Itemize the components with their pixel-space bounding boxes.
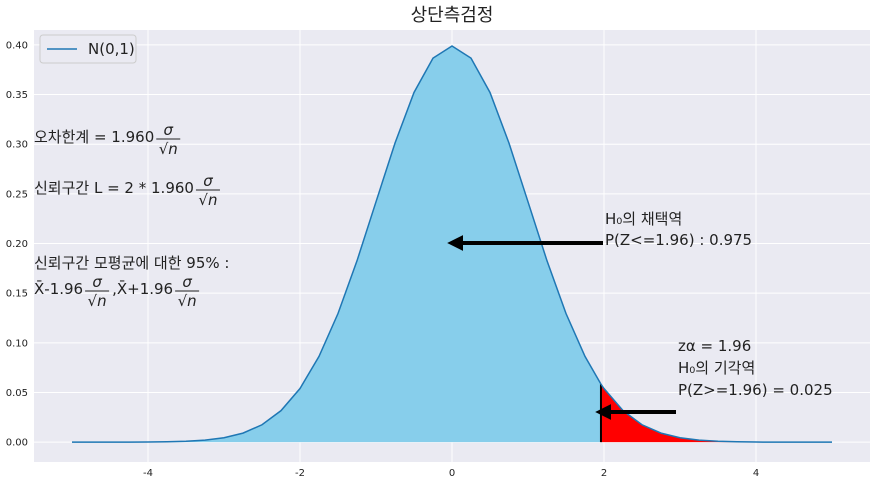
annotation: 오차한계 = 1.960 bbox=[34, 128, 154, 146]
y-tick-label: 0.00 bbox=[6, 438, 28, 449]
y-tick-label: 0.15 bbox=[6, 289, 28, 300]
x-tick-label: -4 bbox=[143, 468, 153, 479]
fraction-num: σ bbox=[203, 172, 213, 190]
annotation: 신뢰구간 L = 2 * 1.960 bbox=[34, 179, 194, 197]
fraction-den: √n bbox=[178, 292, 197, 310]
shaded-area bbox=[72, 45, 601, 443]
annotation: P(Z>=1.96) = 0.025 bbox=[678, 381, 833, 399]
fraction-den: √n bbox=[88, 292, 107, 310]
y-tick-label: 0.25 bbox=[6, 189, 28, 200]
y-tick-label: 0.35 bbox=[6, 90, 28, 101]
annotation: 신뢰구간 모평균에 대한 95% : bbox=[34, 254, 229, 272]
annotation: H₀의 기각역 bbox=[678, 359, 755, 377]
legend: N(0,1) bbox=[39, 34, 137, 64]
y-tick-label: 0.05 bbox=[6, 388, 28, 399]
shaded-area bbox=[600, 384, 832, 443]
x-tick-label: 0 bbox=[449, 468, 455, 479]
annotation: H₀의 채택역 bbox=[605, 210, 682, 228]
y-tick-label: 0.10 bbox=[6, 338, 28, 349]
chart-title: 상단측검정 bbox=[411, 5, 494, 26]
fraction-den: √n bbox=[159, 140, 178, 158]
fraction-num: σ bbox=[163, 121, 173, 139]
legend-label: N(0,1) bbox=[88, 40, 135, 58]
annotation: P(Z<=1.96) : 0.975 bbox=[605, 231, 752, 249]
annotation: ,X̄+1.96 bbox=[112, 279, 173, 298]
line bbox=[72, 45, 832, 443]
fraction-den: √n bbox=[198, 191, 217, 209]
y-tick-label: 0.40 bbox=[6, 40, 28, 51]
annotation: zα = 1.96 bbox=[678, 337, 751, 355]
x-tick-label: -2 bbox=[295, 468, 305, 479]
fraction-num: σ bbox=[182, 273, 192, 291]
annotation: X̄-1.96 bbox=[34, 279, 83, 298]
fraction-num: σ bbox=[92, 273, 102, 291]
legend-box bbox=[39, 34, 137, 64]
y-tick-label: 0.30 bbox=[6, 140, 28, 151]
x-tick-label: 4 bbox=[753, 468, 759, 479]
x-tick-label: 2 bbox=[601, 468, 607, 479]
y-tick-label: 0.20 bbox=[6, 239, 28, 250]
